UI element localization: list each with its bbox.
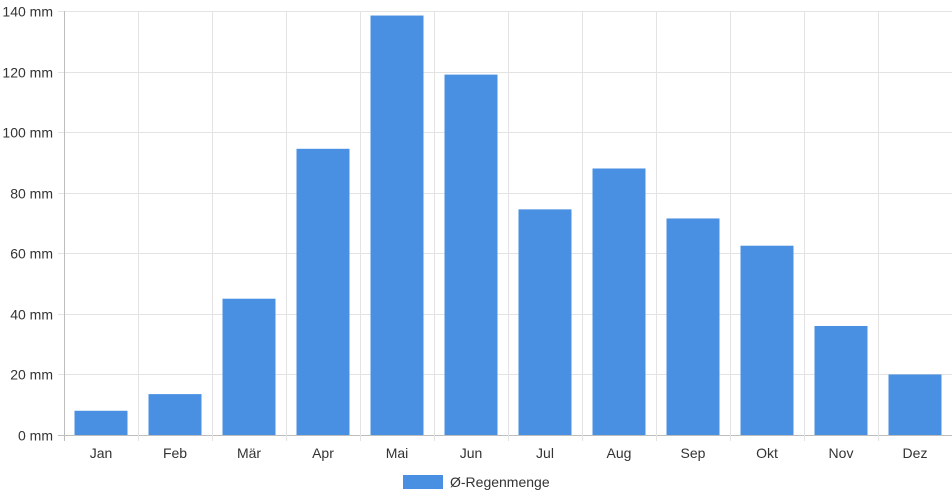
x-tick-label: Apr (312, 445, 334, 461)
bar-apr[interactable] (296, 148, 350, 436)
x-tick-label: Jan (90, 445, 113, 461)
x-tick-label: Nov (829, 445, 854, 461)
y-tick-label: 0 mm (18, 428, 53, 444)
legend-label[interactable]: Ø-Regenmenge (450, 474, 550, 490)
label-layer: 0 mm 20 mm 40 mm 60 mm 80 mm 100 mm 120 mm 140 … (2, 4, 927, 462)
x-tick-label: Jul (536, 445, 554, 461)
y-tick-label: 40 mm (10, 307, 53, 323)
y-tick-label: 80 mm (10, 186, 53, 202)
y-tick-label: 140 mm (2, 4, 53, 20)
x-tick-label: Mär (237, 445, 261, 461)
bar-sep[interactable] (666, 218, 720, 435)
y-tick-label: 120 mm (2, 65, 53, 81)
bar-aug[interactable] (592, 168, 646, 436)
bar-mai[interactable] (370, 15, 424, 435)
y-tick-label: 60 mm (10, 246, 53, 262)
legend[interactable]: Ø-Regenmenge (403, 474, 550, 490)
grid-layer (58, 11, 952, 441)
x-tick-label: Okt (756, 445, 778, 461)
bar-feb[interactable] (148, 394, 202, 435)
bar-okt[interactable] (740, 245, 794, 435)
x-tick-label: Jun (460, 445, 483, 461)
x-tick-label: Mai (386, 445, 409, 461)
bar-dez[interactable] (888, 374, 942, 435)
x-tick-label: Aug (607, 445, 632, 461)
bar-jan[interactable] (74, 410, 128, 435)
bar-jul[interactable] (518, 209, 572, 435)
x-tick-label: Dez (903, 445, 928, 461)
x-tick-label: Sep (681, 445, 706, 461)
y-tick-label: 100 mm (2, 125, 53, 141)
bar-nov[interactable] (814, 325, 868, 435)
bar-layer (74, 15, 942, 436)
bar-mär[interactable] (222, 298, 276, 435)
y-tick-label: 20 mm (10, 367, 53, 383)
bar-jun[interactable] (444, 74, 498, 435)
x-tick-label: Feb (163, 445, 187, 461)
legend-swatch[interactable] (403, 475, 443, 489)
